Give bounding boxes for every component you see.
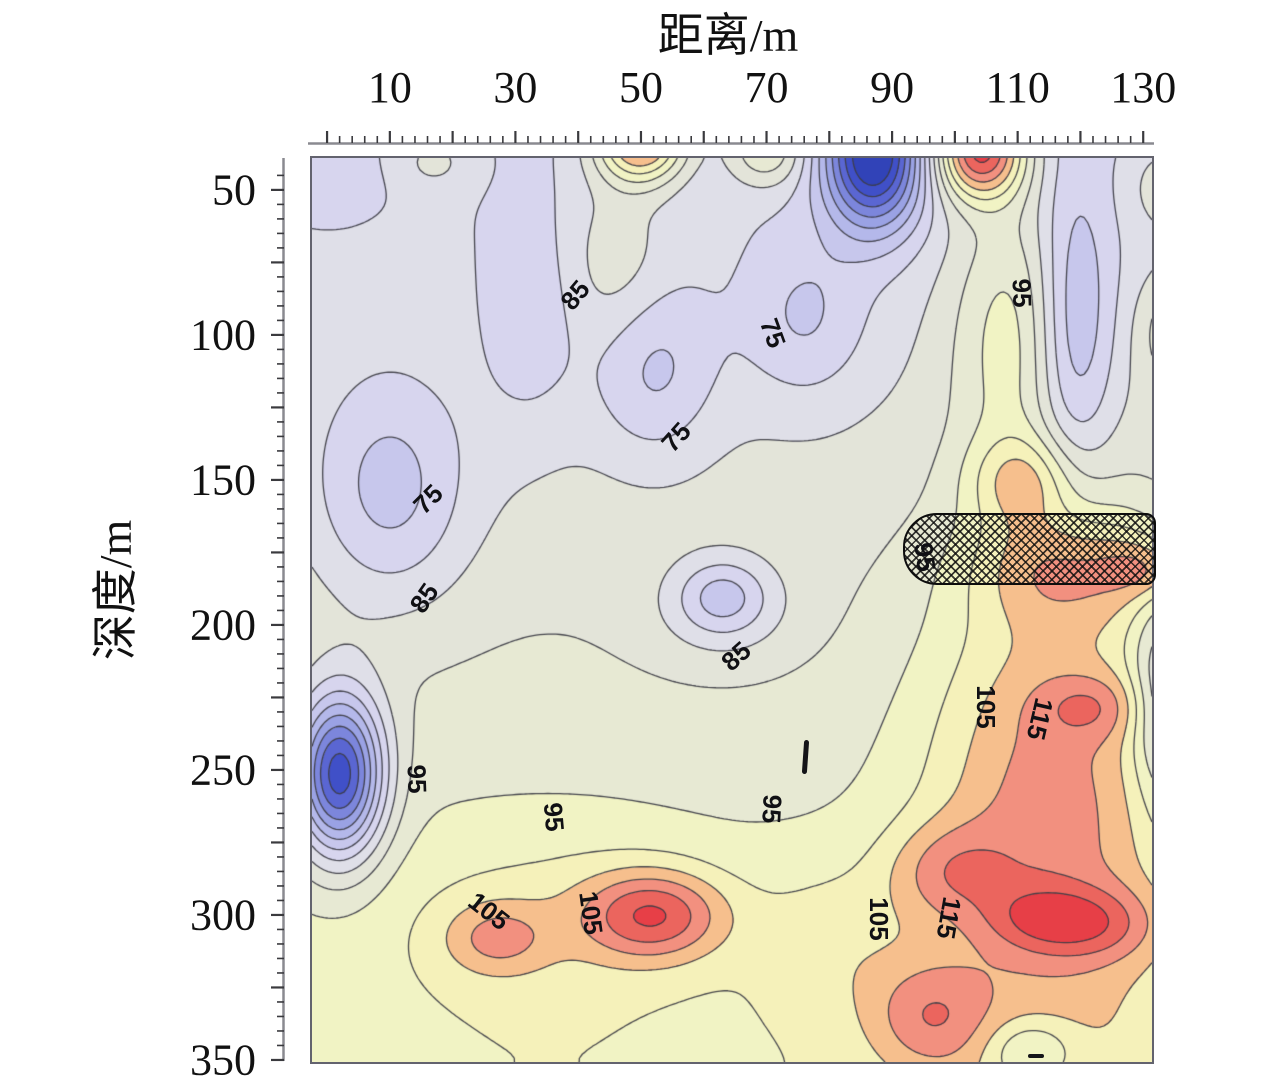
y-tick-label: 350: [190, 1035, 256, 1079]
contour-plot-canvas: [312, 158, 1152, 1062]
contour-label: 105: [971, 685, 1001, 729]
y-tick-label: 50: [212, 165, 256, 215]
x-tick-label: 130: [1110, 63, 1177, 112]
y-axis-title: 深度/m: [90, 519, 141, 661]
contour-label: 105: [864, 897, 894, 941]
contour-label: 95: [908, 540, 942, 574]
y-tick-label: 250: [190, 745, 256, 795]
x-tick-label: 110: [985, 63, 1050, 112]
contour-sliver-mark: [1028, 1054, 1044, 1058]
x-tick-label: 30: [493, 63, 538, 112]
x-axis-title: 距离/m: [657, 10, 799, 61]
y-tick-label: 300: [190, 890, 256, 940]
contour-label: 105: [573, 889, 609, 937]
plot-area: 85 75 95 75 75 85 95 85 105 115 95 95 95 105 105 105 115: [310, 156, 1156, 1064]
x-tick-label: 10: [367, 63, 412, 112]
y-tick-label: 200: [190, 600, 256, 650]
x-tick-label: 70: [744, 63, 789, 112]
y-tick-label: 100: [190, 310, 256, 360]
contour-label: 95: [401, 764, 433, 794]
contour-label: 95: [756, 793, 788, 825]
contour-label: 95: [1006, 278, 1038, 308]
x-tick-label: 50: [618, 63, 663, 112]
y-tick-label: 150: [190, 455, 256, 505]
x-tick-label: 90: [870, 63, 915, 112]
contour-label: 95: [537, 801, 571, 833]
contour-label: 115: [930, 894, 968, 942]
hatched-anomaly-region: [903, 513, 1156, 585]
